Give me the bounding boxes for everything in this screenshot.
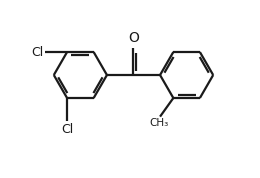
Text: CH₃: CH₃ xyxy=(150,118,169,128)
Text: O: O xyxy=(128,31,139,45)
Text: Cl: Cl xyxy=(31,46,43,59)
Text: Cl: Cl xyxy=(61,123,73,136)
